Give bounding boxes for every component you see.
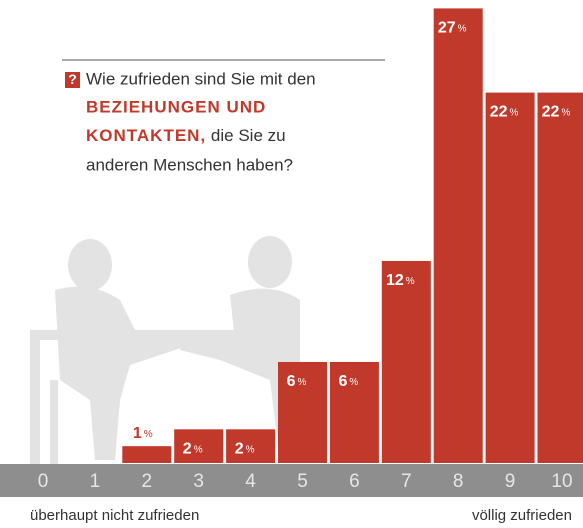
bar [485, 92, 535, 463]
bar [329, 361, 379, 463]
x-tick-label: 1 [90, 471, 101, 492]
value-unit: % [406, 276, 415, 287]
x-tick-label: 6 [349, 471, 360, 492]
x-tick-label: 4 [245, 471, 256, 492]
question-text: Wie zufrieden sind Sie mit den [86, 69, 316, 88]
value-label: 1% [133, 425, 153, 442]
value-unit: % [510, 107, 519, 118]
x-tick-label: 2 [142, 471, 153, 492]
x-tick-label: 3 [193, 471, 204, 492]
value-number: 12 [386, 272, 404, 289]
value-label: 2% [183, 441, 203, 458]
value-number: 2 [235, 441, 244, 458]
value-label: 6% [287, 373, 307, 390]
value-label: 12% [386, 272, 415, 289]
value-unit: % [349, 377, 358, 388]
bar [537, 92, 583, 463]
bar [122, 446, 172, 463]
value-number: 6 [338, 373, 347, 390]
value-number: 2 [183, 441, 192, 458]
value-number: 27 [438, 20, 456, 37]
axis-band [0, 464, 583, 497]
value-unit: % [458, 23, 467, 34]
bar [278, 361, 327, 463]
value-unit: % [246, 444, 255, 455]
value-label: 2% [235, 441, 255, 458]
value-label: 22% [542, 104, 571, 121]
value-number: 22 [542, 104, 560, 121]
x-label-right: völlig zufrieden [472, 507, 572, 524]
question-text: KONTAKTEN, die Sie zu [86, 126, 286, 145]
bar [174, 429, 224, 463]
x-tick-label: 0 [38, 471, 49, 492]
x-label-left: überhaupt nicht zufrieden [30, 507, 199, 524]
question-icon-box [65, 72, 80, 88]
value-label: 27% [438, 20, 467, 37]
value-unit: % [298, 377, 307, 388]
question-icon: ? [68, 71, 77, 87]
bar [381, 260, 431, 463]
value-label: 22% [490, 104, 519, 121]
x-tick-label: 10 [551, 471, 572, 492]
value-unit: % [561, 107, 570, 118]
bar [433, 8, 483, 463]
value-unit: % [144, 429, 153, 440]
question-emphasis: KONTAKTEN, [86, 126, 206, 145]
x-tick-label: 9 [505, 471, 516, 492]
value-number: 6 [287, 373, 296, 390]
x-tick-label: 7 [401, 471, 412, 492]
x-tick-label: 5 [297, 471, 308, 492]
question-text: anderen Menschen haben? [86, 155, 293, 174]
value-label: 6% [338, 373, 358, 390]
x-tick-label: 8 [453, 471, 464, 492]
background-silhouette [30, 236, 300, 465]
value-number: 22 [490, 104, 508, 121]
question-text: die Sie zu [211, 126, 286, 145]
question-emphasis: BEZIEHUNGEN UND [86, 97, 266, 116]
value-number: 1 [133, 425, 142, 442]
value-unit: % [194, 444, 203, 455]
bar [226, 429, 276, 463]
